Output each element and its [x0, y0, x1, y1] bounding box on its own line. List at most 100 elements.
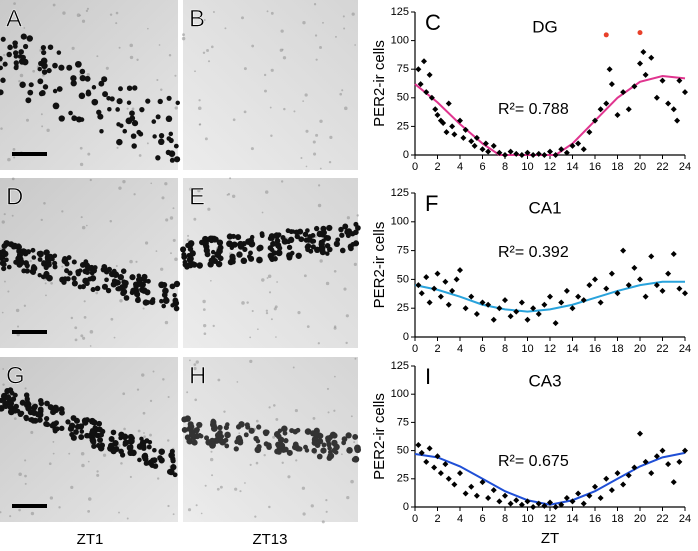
- texture: [146, 142, 149, 145]
- cell: [339, 247, 346, 254]
- y-tick-label: 0: [403, 331, 409, 343]
- cell: [47, 253, 54, 261]
- x-tick-label: 22: [656, 343, 668, 355]
- point: [625, 472, 632, 479]
- cell: [186, 257, 193, 263]
- cell: [18, 49, 24, 55]
- cell: [255, 438, 261, 444]
- cell: [146, 444, 152, 450]
- texture: [353, 262, 357, 266]
- cell: [109, 96, 115, 102]
- texture: [172, 238, 176, 242]
- point: [620, 247, 627, 254]
- texture: [86, 72, 90, 77]
- texture: [52, 440, 55, 443]
- cell: [240, 257, 248, 265]
- texture: [3, 53, 6, 57]
- texture: [105, 66, 109, 70]
- texture: [87, 152, 91, 156]
- cell: [151, 119, 157, 124]
- texture: [102, 453, 107, 457]
- texture: [354, 357, 357, 360]
- texture: [297, 311, 301, 315]
- texture: [143, 435, 146, 438]
- cell: [341, 436, 348, 442]
- point: [445, 475, 452, 482]
- texture: [341, 89, 344, 92]
- point: [637, 60, 643, 67]
- y-axis-label: PER2-ir cells: [371, 222, 388, 309]
- texture: [18, 80, 21, 83]
- x-tick-label: 24: [679, 513, 691, 525]
- cell: [129, 115, 136, 122]
- cell: [275, 249, 283, 257]
- cell: [210, 249, 216, 255]
- texture: [266, 277, 269, 279]
- point: [468, 138, 475, 145]
- point: [640, 49, 647, 56]
- point: [586, 492, 593, 499]
- cell: [59, 409, 65, 416]
- point: [415, 66, 422, 73]
- cell: [305, 228, 310, 233]
- point: [631, 464, 638, 471]
- cell: [1, 243, 8, 249]
- texture: [174, 257, 178, 262]
- cell: [39, 90, 46, 96]
- cell: [77, 284, 83, 290]
- cell: [320, 447, 327, 454]
- texture: [136, 58, 139, 61]
- y-tick-label: 100: [391, 388, 409, 400]
- texture: [160, 88, 163, 92]
- cell: [43, 249, 50, 256]
- cell: [204, 435, 210, 441]
- cell: [214, 432, 222, 439]
- texture: [269, 106, 272, 109]
- point: [502, 492, 508, 499]
- texture: [282, 56, 287, 60]
- panel-label: I: [425, 364, 431, 389]
- x-tick-label: 8: [502, 513, 508, 525]
- texture: [23, 27, 26, 29]
- texture: [265, 190, 269, 194]
- point: [580, 500, 587, 507]
- texture: [129, 475, 132, 478]
- texture: [254, 515, 257, 518]
- cell: [277, 428, 283, 433]
- x-tick-label: 10: [521, 161, 533, 173]
- point: [471, 142, 478, 149]
- point: [524, 498, 531, 505]
- cell: [118, 431, 125, 438]
- texture: [119, 299, 123, 303]
- x-tick-label: 12: [544, 161, 556, 173]
- point: [606, 66, 613, 73]
- point: [586, 282, 593, 289]
- cell: [101, 76, 108, 83]
- cell: [84, 269, 91, 275]
- texture: [207, 207, 211, 211]
- cell: [248, 255, 255, 262]
- cell: [105, 287, 112, 294]
- cell: [126, 85, 133, 91]
- texture: [238, 432, 241, 435]
- cell: [92, 265, 98, 271]
- texture: [305, 165, 308, 168]
- cell: [287, 236, 295, 244]
- x-tick-label: 16: [589, 161, 601, 173]
- point: [513, 150, 520, 157]
- point: [592, 117, 598, 124]
- texture: [170, 252, 172, 255]
- texture: [325, 510, 328, 513]
- texture: [158, 44, 161, 46]
- point: [490, 487, 497, 494]
- point: [502, 297, 508, 304]
- y-tick-label: 125: [391, 360, 409, 372]
- cell: [204, 251, 211, 258]
- cell: [12, 408, 18, 414]
- point: [614, 470, 621, 477]
- texture: [164, 320, 169, 325]
- cell: [0, 55, 3, 62]
- cell: [122, 128, 128, 134]
- cell: [158, 448, 165, 455]
- cell: [254, 446, 262, 454]
